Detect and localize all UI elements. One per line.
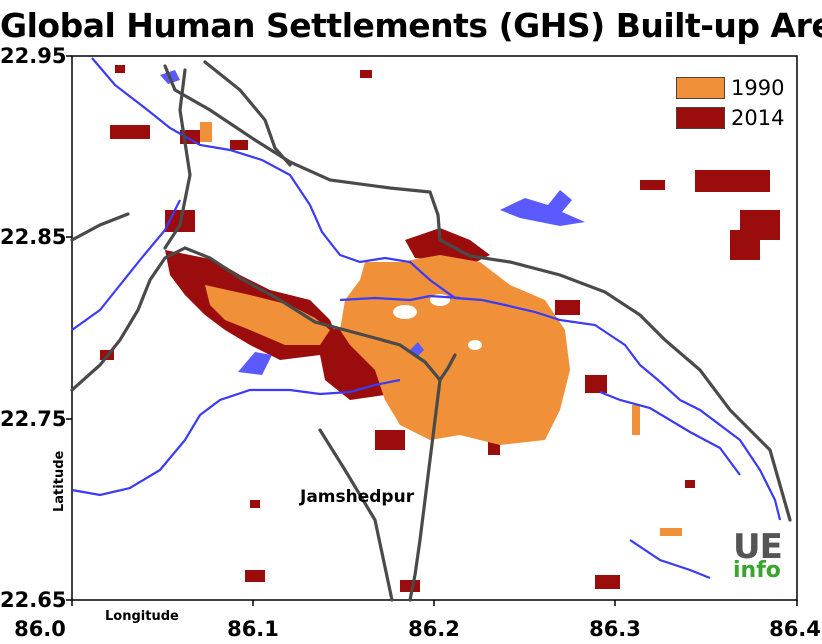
y-tick-label: 22.85: [0, 225, 67, 249]
x-axis-title: Longitude: [105, 609, 179, 624]
cluster-1990-west: [205, 285, 330, 345]
patch-1990: [660, 528, 682, 536]
rivers: [71, 57, 782, 580]
legend-label: 2014: [731, 106, 785, 130]
reservoir: [500, 190, 585, 226]
railways: [70, 60, 792, 602]
river-north-branch: [339, 294, 461, 302]
rail-branch: [438, 353, 457, 382]
patch-2014: [245, 570, 265, 582]
y-tick-label: 22.95: [0, 44, 67, 68]
x-tick-label: 86.2: [408, 617, 460, 641]
x-tick-label: 86.3: [589, 617, 641, 641]
y-axis-title: Latitude: [52, 450, 67, 512]
rail-southwest: [163, 68, 192, 250]
map-title: Global Human Settlements (GHS) Built-up …: [0, 6, 822, 45]
x-tick-label: 86.4: [769, 617, 821, 641]
x-tick-label: 86.1: [227, 617, 279, 641]
patch-2014: [640, 180, 665, 190]
legend: 1990 2014: [676, 73, 784, 133]
patch-2014: [375, 430, 405, 450]
logo-info-text: info: [733, 558, 781, 583]
rail-northwest: [203, 60, 292, 167]
rail-west: [70, 246, 442, 392]
legend-item-1990: 1990: [676, 73, 784, 103]
patch-2014: [400, 580, 420, 592]
rail-north: [163, 64, 792, 522]
patch-1990: [632, 405, 640, 435]
legend-swatch: [676, 77, 725, 99]
lake-west: [238, 352, 272, 375]
river-south: [629, 539, 711, 580]
patch-2014: [360, 70, 372, 78]
legend-label: 1990: [731, 76, 785, 100]
legend-item-2014: 2014: [676, 103, 784, 133]
city-label: Jamshedpur: [300, 487, 415, 507]
legend-swatch: [676, 107, 725, 129]
patch-2014: [730, 230, 760, 260]
patch-1990: [200, 122, 212, 142]
cluster-1990-main: [340, 255, 570, 445]
river-northwest: [71, 199, 181, 331]
patch-2014: [695, 170, 770, 192]
patch-2014: [110, 125, 150, 139]
logo-ue-text: UE: [733, 527, 783, 567]
patch-2014: [685, 480, 695, 488]
patch-2014: [115, 65, 125, 73]
patch-2014: [250, 500, 260, 508]
y-tick-label: 22.65: [0, 588, 67, 612]
ticks: [66, 55, 798, 606]
river-east-branch: [599, 390, 741, 476]
rail-spur: [318, 428, 394, 602]
y-tick-label: 22.75: [0, 407, 67, 431]
patch-2014: [595, 575, 620, 589]
river-kharkai: [71, 378, 401, 497]
ueinfo-logo: UE info: [733, 527, 783, 583]
patch-2014: [555, 300, 580, 315]
x-tick-label: 86.0: [14, 617, 66, 641]
rail-west-lower: [70, 212, 130, 242]
patch-2014: [230, 140, 248, 150]
rail-south: [408, 378, 442, 602]
patch-2014: [585, 375, 607, 393]
